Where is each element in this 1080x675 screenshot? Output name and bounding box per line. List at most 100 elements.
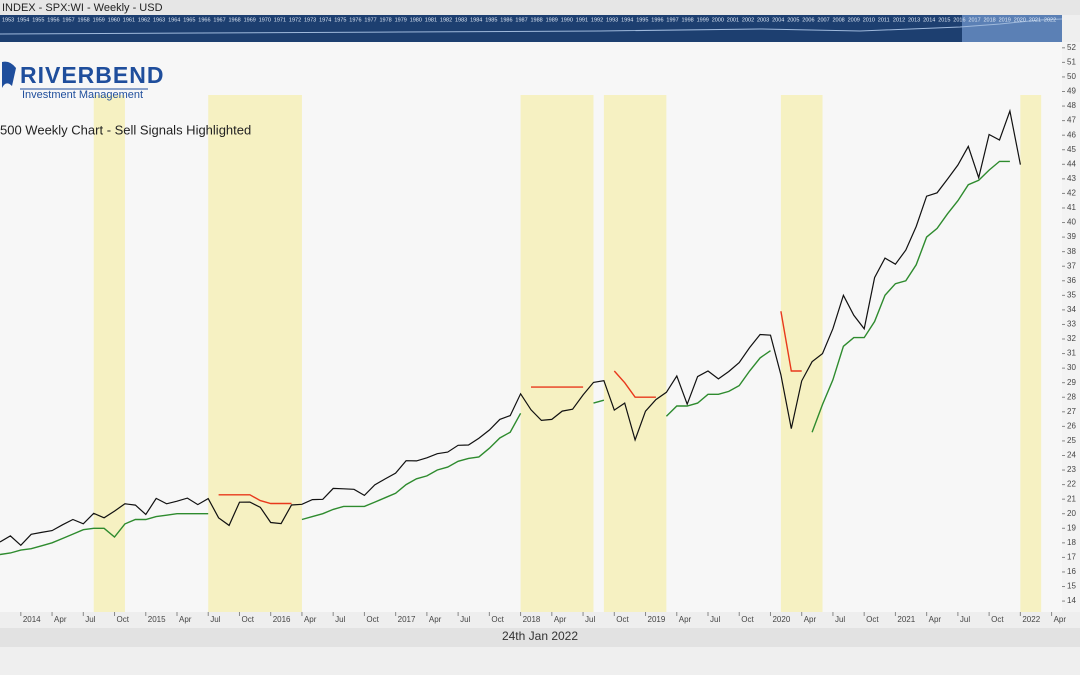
navigator-year: 1969 [244,17,256,23]
navigator-year: 2000 [712,17,724,23]
navigator-year: 1968 [229,17,241,23]
navigator-year: 1989 [546,17,558,23]
sell-signal-band [603,95,667,612]
navigator-year: 1983 [455,17,467,23]
navigator-year: 1976 [349,17,361,23]
y-tick-label: 25 [1067,436,1076,445]
x-tick-label: 2019 [648,615,666,624]
y-tick-label: 39 [1067,232,1076,241]
x-tick-label: Oct [866,615,879,624]
navigator-year: 2001 [727,17,739,23]
navigator-year: 1977 [364,17,376,23]
y-tick-label: 36 [1067,276,1076,285]
series-line [0,160,1010,556]
navigator-year: 2010 [863,17,875,23]
sell-signal-band [780,95,823,612]
navigator-year: 1967 [213,17,225,23]
navigator-year: 2003 [757,17,769,23]
logo-icon [2,61,16,88]
navigator-year: 2006 [802,17,814,23]
x-tick-label: Apr [304,615,317,624]
y-tick-label: 31 [1067,349,1076,358]
navigator-year: 1979 [395,17,407,23]
y-tick-label: 49 [1067,87,1076,96]
x-tick-label: 2015 [148,615,166,624]
y-tick-label: 28 [1067,392,1076,401]
navigator-year: 1994 [621,17,633,23]
navigator-year: 2015 [938,17,950,23]
plot [0,87,1042,612]
y-tick-label: 32 [1067,334,1076,343]
header-title: INDEX - SPX:WI - Weekly - USD [2,2,163,14]
sell-signal-band [1020,95,1042,612]
y-tick-label: 20 [1067,509,1076,518]
navigator-year: 1953 [2,17,14,23]
logo-name: RIVERBEND [20,62,164,88]
navigator-year: 1964 [168,17,180,23]
navigator-year: 1965 [183,17,195,23]
y-tick-label: 15 [1067,582,1076,591]
navigator-year: 1960 [108,17,120,23]
navigator-year: 1972 [289,17,301,23]
y-tick-label: 14 [1067,596,1076,605]
y-tick-label: 33 [1067,320,1076,329]
navigator-year: 2009 [848,17,860,23]
navigator-year: 2014 [923,17,935,23]
navigator-year: 1999 [697,17,709,23]
x-tick-label: Apr [679,615,692,624]
navigator [0,15,1062,42]
x-tick-label: Oct [117,615,130,624]
navigator-year: 1956 [47,17,59,23]
y-tick-label: 37 [1067,261,1076,270]
y-tick-label: 24 [1067,451,1076,460]
navigator-year: 1974 [319,17,331,23]
x-axis-area [0,612,1080,628]
navigator-year: 1998 [682,17,694,23]
y-tick-label: 50 [1067,72,1076,81]
y-tick-label: 52 [1067,43,1076,52]
x-tick-label: 2017 [398,615,416,624]
navigator-year: 1985 [485,17,497,23]
navigator-year: 1993 [606,17,618,23]
navigator-year: 1962 [138,17,150,23]
navigator-year: 1988 [531,17,543,23]
navigator-year: 2017 [968,17,980,23]
navigator-year: 1975 [334,17,346,23]
y-tick-label: 51 [1067,57,1076,66]
y-tick-label: 17 [1067,553,1076,562]
navigator-year: 1981 [425,17,437,23]
navigator-year: 1991 [576,17,588,23]
y-tick-label: 30 [1067,363,1076,372]
navigator-year: 2008 [833,17,845,23]
x-tick-label: Apr [429,615,442,624]
navigator-year: 2005 [787,17,799,23]
navigator-year: 1958 [78,17,90,23]
navigator-year: 1984 [470,17,482,23]
navigator-year: 1966 [198,17,210,23]
x-tick-label: Oct [741,615,754,624]
x-tick-label: Jul [460,615,470,624]
navigator-year: 2004 [772,17,784,23]
x-tick-label: Oct [616,615,629,624]
x-tick-label: Jul [335,615,345,624]
footer-bar [0,628,1080,647]
x-tick-label: 2020 [772,615,790,624]
y-tick-label: 44 [1067,159,1076,168]
y-tick-label: 16 [1067,567,1076,576]
navigator-year: 2013 [908,17,920,23]
sell-signal-band [520,95,594,612]
series-line [0,108,1021,547]
y-tick-label: 23 [1067,465,1076,474]
y-tick-label: 41 [1067,203,1076,212]
x-tick-label: Apr [179,615,192,624]
x-tick-label: Jul [960,615,970,624]
navigator-year: 1996 [651,17,663,23]
y-tick-label: 35 [1067,290,1076,299]
x-tick-label: Oct [991,615,1004,624]
x-tick-label: Apr [804,615,817,624]
navigator-year: 1971 [274,17,286,23]
navigator-year: 2012 [893,17,905,23]
x-tick-label: Apr [1054,615,1067,624]
navigator-year: 2020 [1014,17,1026,23]
